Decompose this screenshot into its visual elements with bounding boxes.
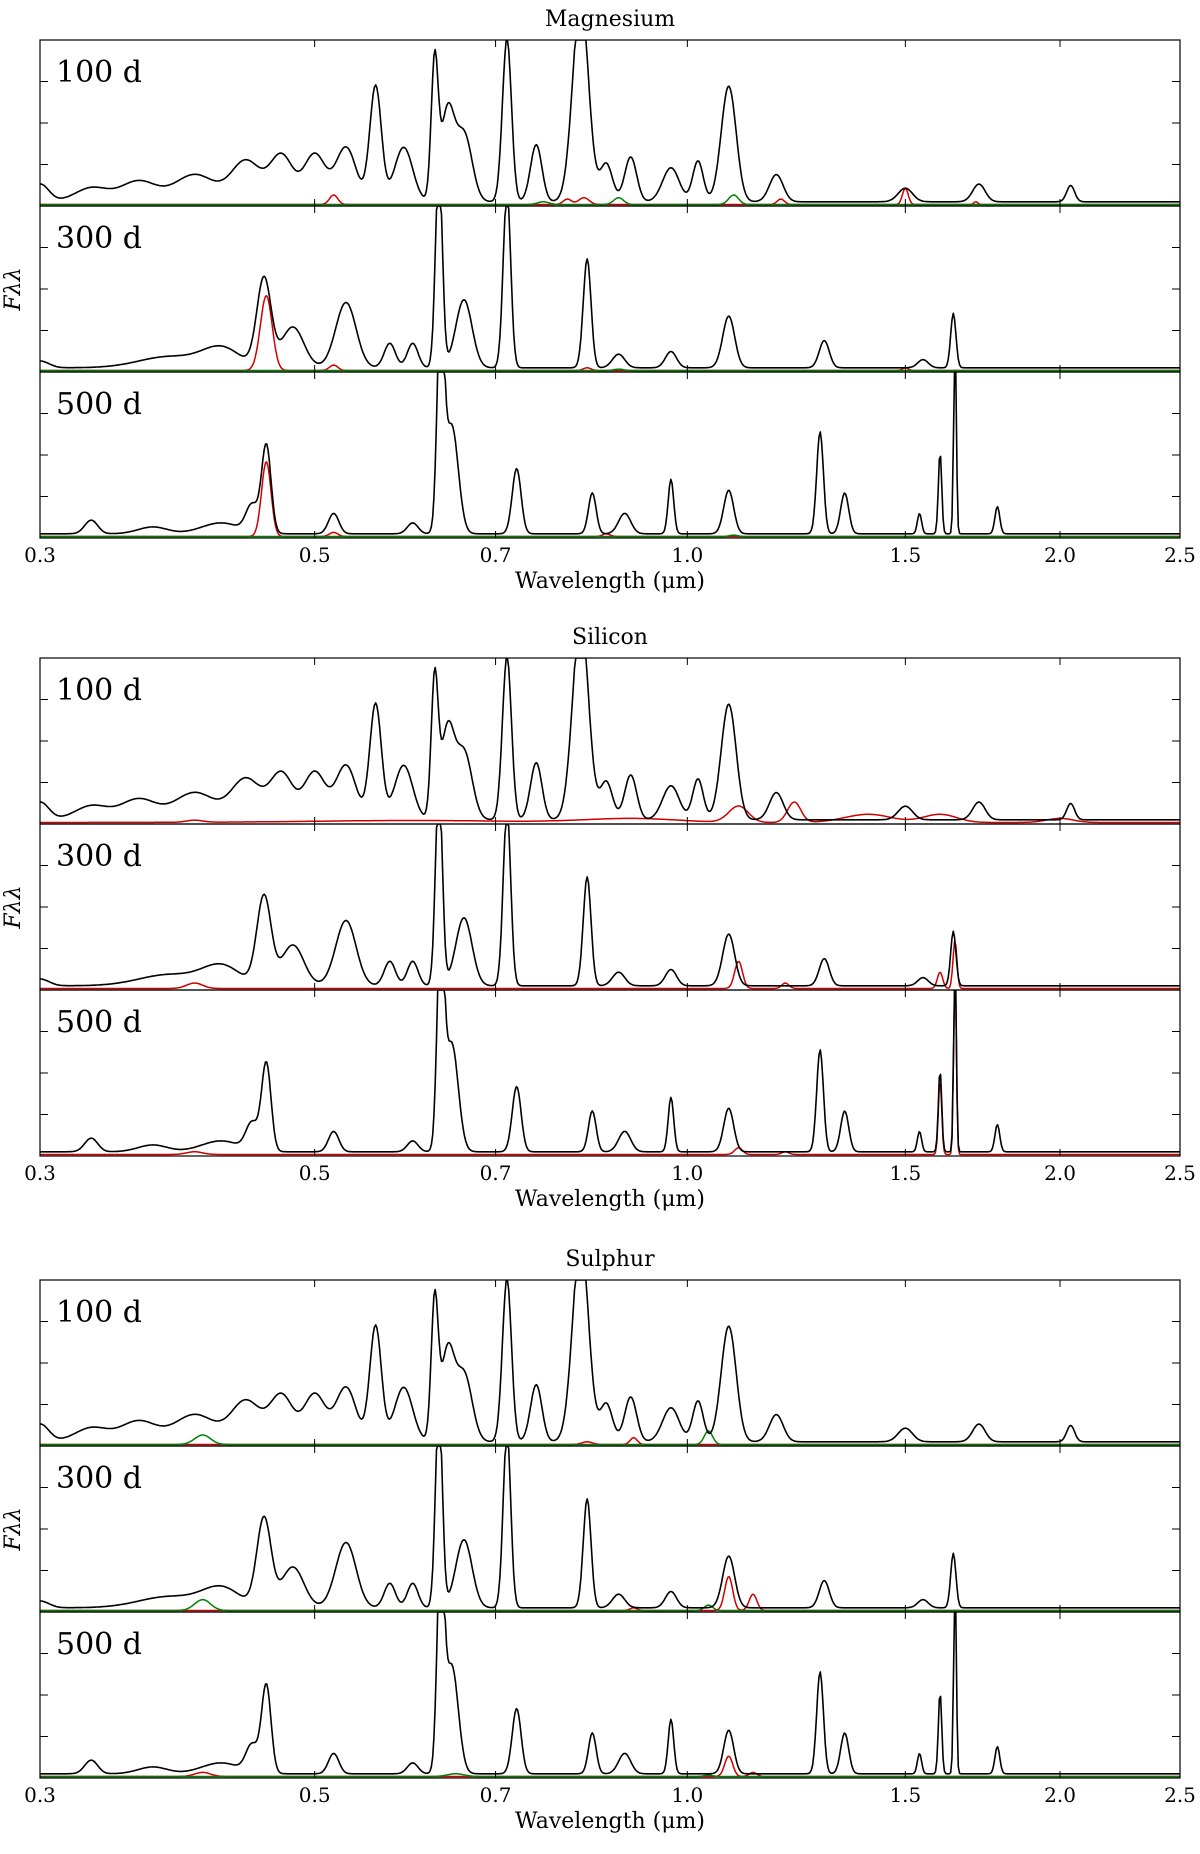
panel-frame [39,1611,1181,1779]
panel-lines [40,1446,1180,1612]
panel-300-d: 300 d [39,823,1181,991]
panel-100-d: 100 d [39,1279,1181,1447]
spectrum-line-green-2-1 [40,1598,1180,1612]
spectrum-line-total-1-2 [40,990,1180,1153]
x-tick-label: 2.0 [1044,543,1076,567]
spectrum-line-total-1-1 [40,824,1180,987]
x-tick-label: 0.7 [480,543,512,567]
panel-100-d: 100 d [39,39,1181,207]
panel-label: 100 d [56,673,142,708]
spectrum-line-total-2-1 [40,1446,1180,1609]
spectrum-line-total-0-0 [40,40,1180,203]
x-tick-label: 1.5 [889,1783,921,1807]
spectrum-line-red-1-1 [40,941,1180,990]
spectrum-line-total-0-1 [40,206,1180,369]
x-tick-label: 0.7 [480,1161,512,1185]
spectrum-line-green-2-0 [40,1430,1180,1446]
panel-lines [40,206,1180,372]
spectrum-line-total-2-2 [40,1612,1180,1775]
x-tick-label: 0.3 [24,1783,56,1807]
chart-group-sulphur: Sulphur 100 d 300 d 500 d 0.3 0.5 0.7 1.0 1.5 2.0… [1,1247,1196,1834]
y-axis-label: Fλλ [1,1507,26,1551]
spectrum-line-green-0-1 [40,368,1180,372]
x-tick-label: 1.0 [671,1161,703,1185]
panel-label: 300 d [56,839,142,874]
spectrum-line-total-2-0 [40,1280,1180,1443]
y-axis-label: Fλλ [1,885,26,929]
panel-lines [40,658,1180,824]
panel-lines [40,824,1180,990]
x-axis-label: Wavelength (μm) [515,1187,705,1212]
panel-label: 300 d [56,221,142,256]
panel-500-d: 500 d [39,371,1181,539]
spectrum-line-green-2-2 [40,1773,1180,1778]
panel-lines [40,1280,1180,1446]
panel-frame [39,1279,1181,1447]
spectrum-line-red-1-0 [40,801,1180,824]
x-tick-label: 2.5 [1164,543,1196,567]
panel-300-d: 300 d [39,1445,1181,1613]
panel-label: 100 d [56,55,142,90]
spectrum-line-green-0-0 [40,194,1180,206]
panel-500-d: 500 d [39,989,1181,1157]
panel-label: 500 d [56,387,142,422]
chart-group-magnesium: Magnesium 100 d 300 d 500 d 0.3 0.5 0.7 1.0 1.5 2… [1,7,1196,594]
chart-group-silicon: Silicon 100 d 300 d 500 d 0.3 0.5 0.7 1.0 1.5 2.0… [1,625,1196,1212]
x-tick-label: 0.5 [299,543,331,567]
spectrum-line-red-0-1 [40,295,1180,372]
panel-lines [40,372,1180,538]
spectrum-line-red-1-2 [40,990,1180,1156]
x-tick-label: 0.7 [480,1783,512,1807]
panel-frame [39,371,1181,539]
x-tick-label: 0.5 [299,1783,331,1807]
spectrum-line-red-0-2 [40,461,1180,538]
panel-label: 500 d [56,1005,142,1040]
x-tick-label: 1.0 [671,543,703,567]
x-tick-label: 0.5 [299,1161,331,1185]
x-tick-label: 2.5 [1164,1783,1196,1807]
spectrum-line-red-2-1 [40,1575,1180,1612]
spectrum-line-total-0-2 [40,372,1180,535]
panel-lines [40,990,1180,1156]
x-axis-label: Wavelength (μm) [515,1809,705,1834]
panel-100-d: 100 d [39,657,1181,825]
x-tick-label: 1.5 [889,543,921,567]
panel-frame [39,39,1181,207]
chart-title: Magnesium [545,7,675,32]
x-tick-label: 2.0 [1044,1161,1076,1185]
panel-label: 300 d [56,1461,142,1496]
panel-lines [40,1612,1180,1778]
spectrum-line-green-0-2 [40,534,1180,538]
x-tick-label: 0.3 [24,543,56,567]
x-tick-label: 2.5 [1164,1161,1196,1185]
x-tick-label: 2.0 [1044,1783,1076,1807]
panel-frame [39,989,1181,1157]
panel-300-d: 300 d [39,205,1181,373]
x-tick-label: 0.3 [24,1161,56,1185]
chart-title: Silicon [572,625,648,650]
y-axis-label: Fλλ [1,267,26,311]
panel-500-d: 500 d [39,1611,1181,1779]
chart-title: Sulphur [565,1247,655,1272]
panel-label: 500 d [56,1627,142,1662]
panel-label: 100 d [56,1295,142,1330]
x-tick-label: 1.0 [671,1783,703,1807]
x-tick-label: 1.5 [889,1161,921,1185]
spectrum-line-total-1-0 [40,658,1180,821]
panel-lines [40,40,1180,206]
panel-frame [39,657,1181,825]
x-axis-label: Wavelength (μm) [515,569,705,594]
